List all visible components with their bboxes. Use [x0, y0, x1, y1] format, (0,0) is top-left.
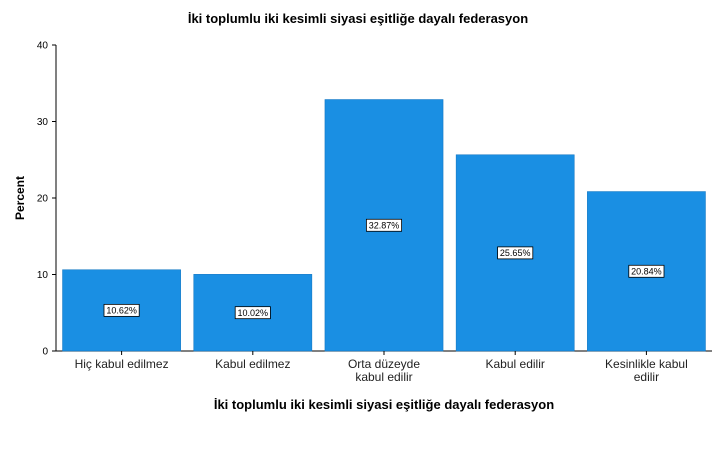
- chart-title: İki toplumlu iki kesimli siyasi eşitliğe…: [188, 11, 528, 26]
- y-tick-label: 10: [37, 270, 49, 281]
- data-label-box: [103, 303, 140, 317]
- x-tick-label: kabul edilir: [355, 370, 412, 384]
- x-tick-label: edilir: [634, 370, 659, 384]
- data-label: 32.87%: [369, 220, 400, 230]
- data-label-box: [628, 264, 665, 278]
- data-label-box: [365, 218, 402, 232]
- data-label: 20.84%: [631, 266, 662, 276]
- x-tick-label: Orta düzeyde: [348, 357, 420, 371]
- y-tick-label: 40: [37, 41, 49, 52]
- y-tick-label: 30: [37, 117, 49, 128]
- data-label-box: [234, 306, 271, 320]
- x-axis-label: İki toplumlu iki kesimli siyasi eşitliğe…: [214, 397, 554, 412]
- y-tick-label: 0: [42, 347, 48, 358]
- data-label: 25.65%: [500, 248, 531, 258]
- x-tick-label: Kabul edilmez: [215, 357, 290, 371]
- x-tick-label: Kesinlikle kabul: [605, 357, 688, 371]
- data-label: 10.02%: [238, 308, 269, 318]
- y-axis-label: Percent: [13, 176, 27, 220]
- y-tick-label: 20: [37, 194, 49, 205]
- x-tick-label: Kabul edilir: [486, 357, 545, 371]
- data-label: 10.62%: [106, 306, 137, 316]
- plot-area: 0 10 20 30 40 10.62% Hiç kabul edilmez 10.02% Ka…: [37, 41, 712, 384]
- x-tick-label: Hiç kabul edilmez: [75, 357, 169, 371]
- data-label-box: [497, 246, 534, 260]
